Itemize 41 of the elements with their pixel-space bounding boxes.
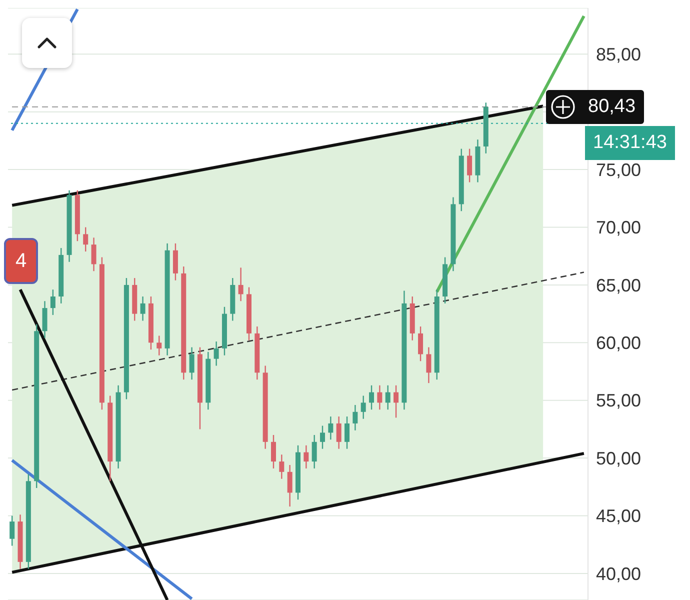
candlestick — [156, 335, 162, 356]
candlestick — [394, 384, 399, 418]
y-tick-label: 85,00 — [596, 44, 642, 65]
y-tick-label: 75,00 — [596, 160, 642, 180]
candlestick — [270, 434, 276, 470]
candlestick — [279, 454, 284, 480]
candlestick — [91, 237, 96, 272]
candlestick — [42, 300, 48, 339]
y-tick-label: 70,00 — [596, 218, 642, 238]
candlestick — [418, 326, 424, 362]
candlestick — [352, 404, 358, 431]
candlestick — [320, 425, 326, 450]
candlestick — [189, 346, 194, 380]
y-tick-label: 60,00 — [596, 333, 642, 354]
candlestick — [369, 384, 374, 410]
candlestick — [344, 416, 350, 450]
candlestick — [214, 340, 219, 366]
candlestick — [238, 267, 244, 302]
y-tick-label: 40,00 — [596, 564, 642, 584]
candlestick — [426, 346, 432, 384]
y-tick-label: 55,00 — [596, 390, 642, 411]
candlestick — [83, 226, 88, 252]
candlestick — [336, 416, 342, 450]
candlestick — [467, 148, 472, 183]
candlestick — [140, 296, 146, 322]
text: 14:31:43 — [585, 126, 675, 160]
candlestick — [50, 288, 56, 316]
candlestick — [304, 444, 309, 470]
candlestick — [360, 395, 366, 420]
y-tick-label: 45,00 — [596, 506, 642, 526]
candlestick — [10, 515, 15, 546]
candlestick — [377, 384, 382, 410]
candlestick — [287, 464, 292, 508]
candlestick — [312, 434, 317, 470]
annotation: 4 — [4, 238, 38, 284]
candlestick — [328, 416, 334, 440]
candlestick — [172, 242, 178, 281]
y-tick-label: 65,00 — [596, 275, 642, 296]
ref-line-label: 80,43 — [588, 96, 636, 118]
y-tick-label: 50,00 — [596, 448, 642, 468]
candlestick — [385, 384, 390, 410]
